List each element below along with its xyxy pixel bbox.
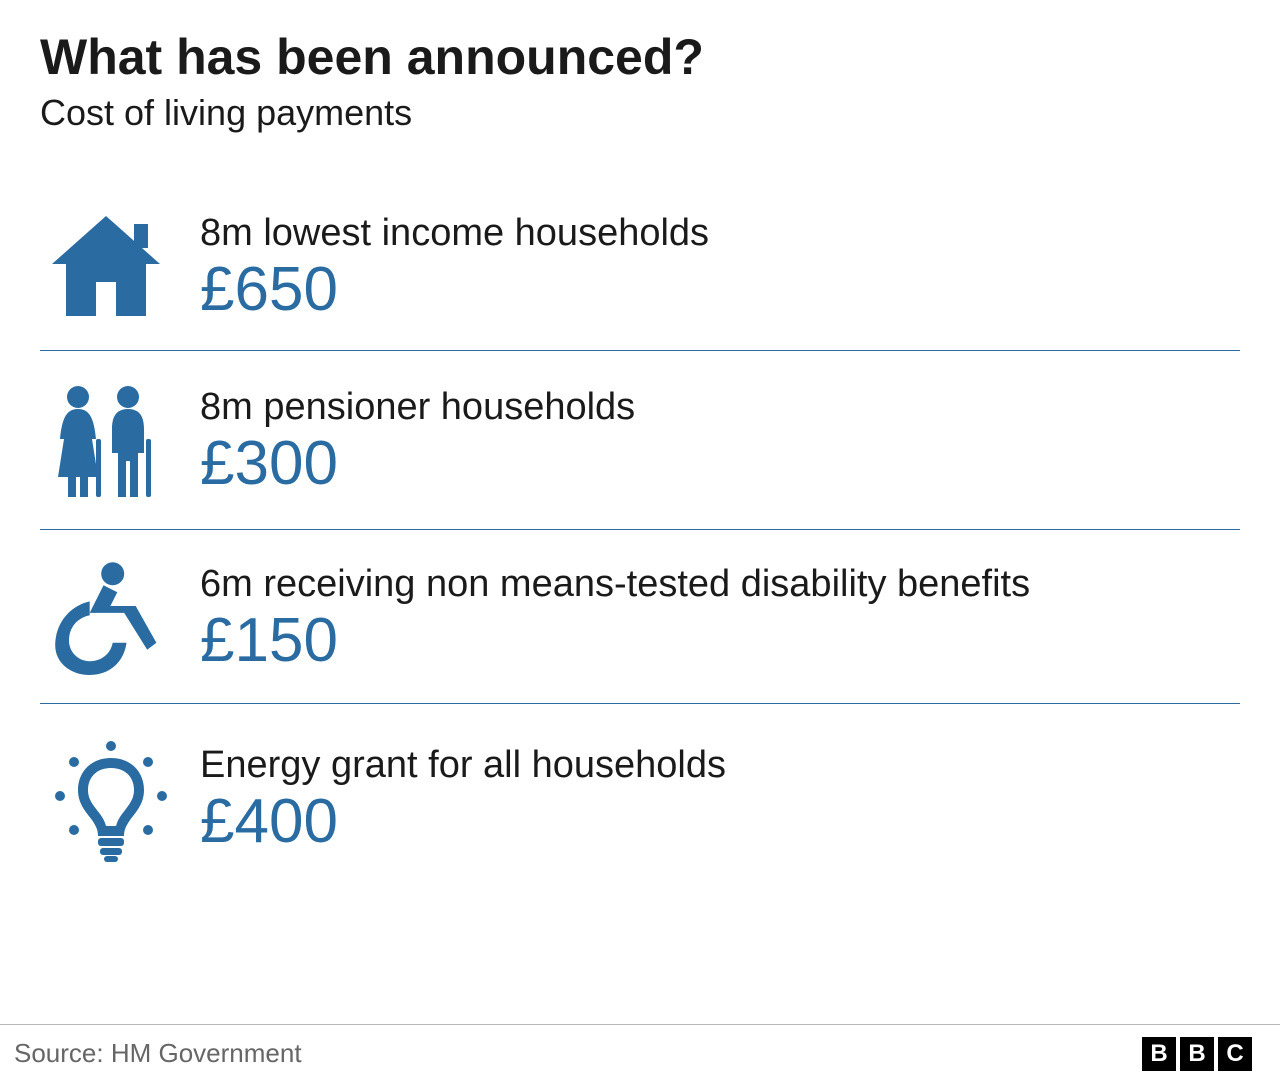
item-description: 6m receiving non means-tested disability…: [200, 563, 1240, 606]
house-icon: [40, 212, 200, 322]
footer: Source: HM Government B B C: [0, 1024, 1280, 1082]
item-amount: £400: [200, 789, 1240, 854]
source-text: Source: HM Government: [14, 1038, 302, 1069]
wheelchair-icon: [40, 560, 200, 675]
item-description: 8m pensioner households: [200, 386, 1240, 429]
list-item: 8m lowest income households £650: [40, 182, 1240, 350]
list-item: Energy grant for all households £400: [40, 703, 1240, 892]
bbc-logo-letter: B: [1180, 1037, 1214, 1071]
list-item: 8m pensioner households £300: [40, 350, 1240, 529]
item-description: 8m lowest income households: [200, 212, 1240, 255]
item-amount: £650: [200, 257, 1240, 322]
bbc-logo-letter: B: [1142, 1037, 1176, 1071]
page-subtitle: Cost of living payments: [40, 92, 1240, 134]
item-amount: £150: [200, 608, 1240, 673]
bbc-logo: B B C: [1142, 1037, 1252, 1071]
item-description: Energy grant for all households: [200, 744, 1240, 787]
item-amount: £300: [200, 431, 1240, 496]
page-title: What has been announced?: [40, 28, 1240, 86]
pensioners-icon: [40, 381, 200, 501]
infographic: What has been announced? Cost of living …: [0, 0, 1280, 892]
lightbulb-icon: [40, 734, 200, 864]
payment-list: 8m lowest income households £650: [40, 182, 1240, 892]
list-item: 6m receiving non means-tested disability…: [40, 529, 1240, 703]
bbc-logo-letter: C: [1218, 1037, 1252, 1071]
